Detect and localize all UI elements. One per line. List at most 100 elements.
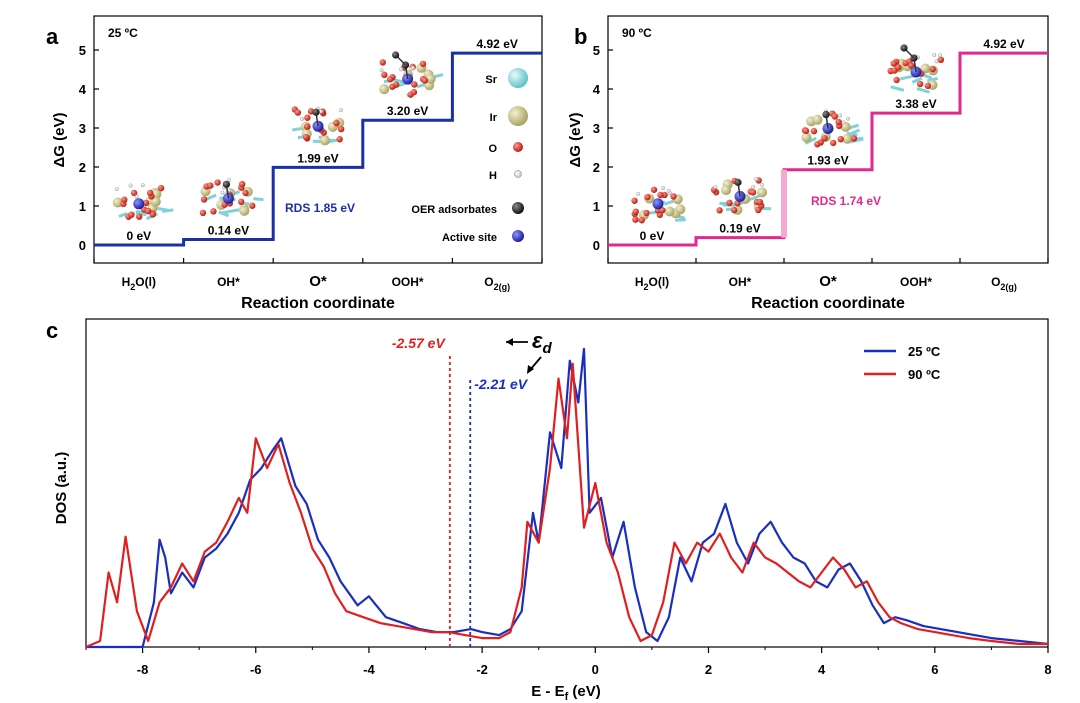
h-atom	[713, 185, 718, 190]
o-atom	[238, 180, 246, 188]
adsorbate-atom	[392, 51, 400, 59]
o-atom	[821, 135, 828, 142]
rds-label: RDS 1.74 eV	[811, 194, 881, 208]
o-atom	[128, 211, 135, 218]
o-atom	[810, 127, 818, 135]
x-category-label: OOH*	[392, 275, 424, 289]
bond	[221, 208, 240, 215]
legend-label: O	[488, 143, 497, 155]
o-atom	[381, 71, 388, 79]
y-tick-label: 2	[79, 160, 86, 175]
o-atom	[929, 65, 936, 73]
legend-swatch	[512, 230, 524, 242]
panel-c: c DOS (a.u.) -8 -6 -4 -2 0 2 4 6 8 E - Ef (eV) -…	[46, 318, 1052, 703]
h-atom	[134, 194, 139, 199]
o-atom	[749, 189, 757, 196]
h-atom	[751, 184, 756, 189]
o-atom	[419, 60, 427, 68]
h-atom	[410, 65, 415, 70]
o-atom	[632, 208, 639, 215]
step-value-label: 3.20 eV	[387, 104, 428, 118]
adsorbate-atom	[822, 110, 830, 119]
energy-step-line	[94, 51, 542, 247]
ir-atom	[801, 132, 812, 143]
o-atom	[157, 184, 165, 192]
d-band-center-symbol: εd	[532, 328, 553, 357]
x-tick-label: -2	[476, 662, 488, 677]
bond	[253, 197, 264, 202]
h-atom	[846, 116, 851, 121]
bond	[850, 128, 861, 135]
o-atom	[937, 56, 945, 64]
ir-atom	[842, 133, 853, 144]
o-atom	[657, 191, 664, 199]
ir-atom	[757, 187, 768, 198]
x-category-label: O*	[819, 273, 837, 290]
x-category-label: O*	[309, 273, 327, 290]
legend-swatch	[512, 202, 524, 214]
rds-label: RDS 1.85 eV	[285, 201, 355, 215]
o-atom	[200, 196, 208, 203]
x-axis: H2O(l) OH* O* OOH* O2(g)	[607, 258, 1049, 292]
panel-a: a 25 ºC 0 1 2 3 4 5 ΔG (eV) H2O(l) OH* O* OOH* O2…	[46, 15, 543, 312]
o-atom	[135, 213, 143, 220]
ir-atom	[112, 197, 123, 208]
x-tick-label: 8	[1044, 662, 1051, 677]
o-atom	[379, 59, 386, 66]
o-atom	[631, 197, 638, 204]
o-atom	[670, 193, 677, 200]
step-value-label: 0 eV	[126, 229, 151, 243]
d-band-centers: -2.21 eV -2.57 eV	[392, 335, 529, 647]
energy-profile: 0 eV 0.19 eV 1.93 eV 3.38 eV 4.92 eV	[608, 37, 1048, 247]
energy-profile: 0 eV 0.14 eV 1.99 eV 3.20 eV 4.92 eV	[94, 37, 542, 247]
panel-b: b 90 ºC 0 1 2 3 4 5 ΔG (eV) H2O(l) OH* O* OOH* O2…	[567, 15, 1049, 312]
ir-atom	[721, 185, 732, 196]
y-tick-label: 4	[593, 82, 601, 97]
legend-swatch	[513, 142, 523, 152]
dos-series-line	[86, 347, 1049, 649]
o-atom	[386, 76, 394, 83]
y-tick-label: 5	[593, 43, 600, 58]
o-atom	[333, 119, 340, 127]
o-atom	[237, 198, 245, 205]
ir-atom	[379, 84, 390, 95]
o-atom	[643, 209, 650, 217]
o-atom	[142, 199, 150, 207]
step-value-label: 3.38 eV	[895, 97, 936, 111]
x-category-label: OOH*	[900, 275, 932, 289]
o-atom	[337, 125, 345, 133]
plot-frame	[607, 15, 1049, 264]
bond	[749, 194, 760, 201]
x-tick-label: 0	[592, 662, 599, 677]
o-atom	[835, 118, 842, 126]
x-category-label: OH*	[217, 275, 240, 289]
o-atom	[893, 76, 900, 84]
bond	[849, 137, 864, 144]
x-axis-title: Reaction coordinate	[751, 295, 905, 312]
h-atom	[837, 113, 842, 118]
o-atom	[659, 207, 666, 214]
o-atom	[644, 193, 651, 201]
o-atom	[638, 217, 645, 224]
o-atom	[149, 211, 156, 218]
bond	[162, 208, 174, 213]
h-atom	[932, 52, 937, 57]
o-atom	[242, 189, 249, 197]
x-tick-label: 4	[818, 662, 826, 677]
o-atom	[850, 135, 858, 142]
x-axis-title: E - Ef (eV)	[531, 683, 601, 703]
dos-series-line	[85, 362, 1048, 649]
o-atom	[830, 139, 837, 147]
h-atom	[220, 190, 225, 195]
legend-label: Ir	[490, 112, 498, 124]
h-atom	[338, 108, 343, 113]
bond	[890, 85, 905, 92]
y-tick-label: 0	[593, 238, 600, 253]
atom-legend: Sr Ir O H OER adsorbates Active site	[411, 68, 528, 244]
x-category-label: H2O(l)	[635, 275, 669, 292]
step-value-label: 0.14 eV	[208, 224, 249, 238]
o-atom	[650, 186, 658, 193]
o-atom	[837, 135, 844, 143]
o-atom	[632, 216, 639, 223]
bond	[916, 87, 930, 94]
